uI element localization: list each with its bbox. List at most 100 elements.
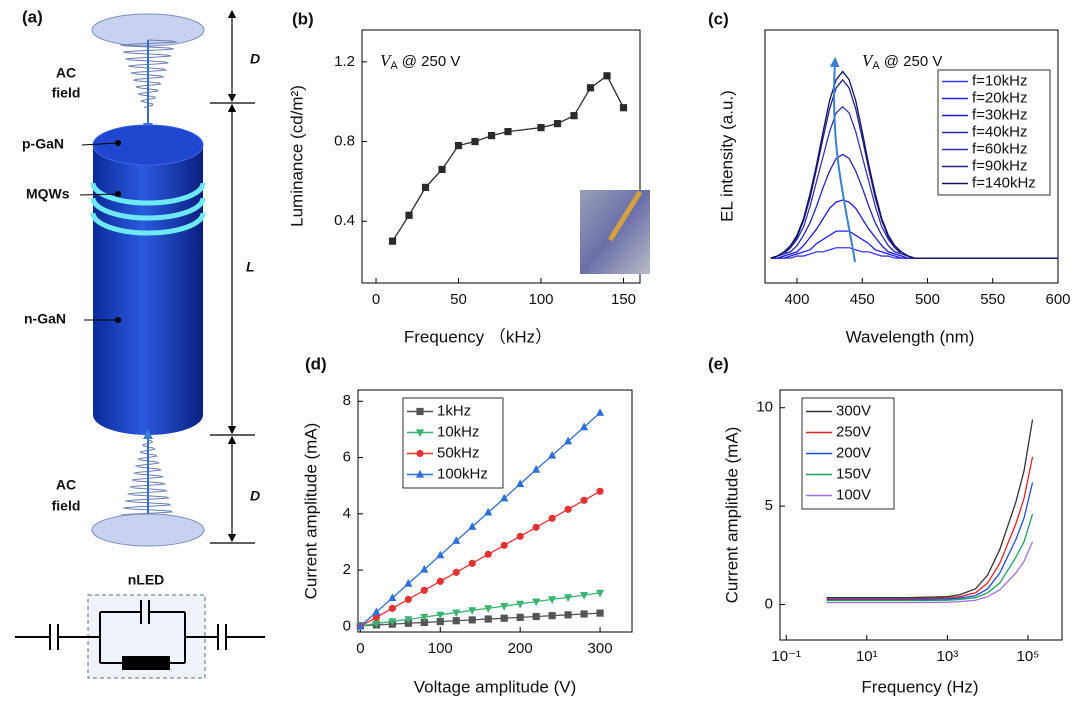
y-tick-label: 8 [343, 392, 351, 409]
marker [548, 596, 557, 604]
marker [471, 137, 479, 146]
nanorod-bottom [93, 395, 203, 435]
marker [500, 603, 509, 611]
x-tick-label: 100 [428, 640, 453, 657]
marker [404, 616, 413, 624]
legend-label: f=60kHz [972, 140, 1027, 157]
marker [516, 613, 524, 621]
marker [436, 577, 444, 585]
marker [468, 616, 476, 624]
marker [420, 613, 429, 622]
x-tick-label: 150 [611, 291, 636, 308]
length-label: L [246, 259, 255, 275]
marker [468, 607, 477, 615]
marker [595, 408, 605, 416]
legend-label: 250V [836, 423, 871, 440]
series-line [826, 456, 1034, 600]
y-axis-label: Current amplitude (mA) [722, 427, 741, 604]
y-tick-label: 4 [343, 505, 351, 522]
marker [436, 617, 444, 626]
plot-frame [779, 389, 1063, 641]
marker [563, 594, 573, 602]
legend-marker [416, 407, 424, 416]
x-tick-label: 10¹ [856, 648, 878, 665]
y-axis-label: EL intensity (a.u.) [717, 90, 736, 222]
leader [81, 142, 119, 146]
marker [580, 610, 588, 618]
field-waves [118, 39, 177, 526]
x-tick-label: 100 [528, 291, 553, 308]
marker [532, 465, 541, 473]
marker [619, 104, 628, 112]
annotation-symbol: V [380, 51, 393, 70]
annotation-text: @ 250 V [402, 53, 461, 70]
marker [564, 505, 572, 513]
series-line [359, 412, 601, 627]
series-line [770, 230, 1058, 259]
panel-label: (d) [305, 354, 327, 373]
marker [388, 618, 397, 626]
gap-label: D [250, 488, 260, 504]
nled-diagram: (a) D L D AC field AC field p-GaN MQWs n… [15, 7, 265, 679]
y-tick-label: 1.2 [334, 53, 355, 70]
mqw-ring [90, 182, 206, 206]
marker [405, 211, 413, 219]
x-tick-label: 0 [372, 291, 380, 308]
marker [537, 124, 545, 132]
marker [438, 165, 446, 174]
y-tick-label: 0.8 [334, 133, 355, 150]
marker [484, 550, 492, 558]
leader-dot [115, 317, 121, 323]
y-axis-label: Luminance (cd/m²) [287, 85, 306, 227]
panel-label: (a) [22, 7, 43, 26]
bottom-disk [91, 513, 205, 547]
y-tick-label: 0.4 [334, 212, 355, 229]
leader [79, 193, 119, 196]
marker [404, 579, 413, 587]
field-label: field [52, 498, 81, 514]
marker [452, 536, 461, 544]
marker [516, 600, 525, 609]
y-tick-label: 10 [756, 399, 773, 416]
marker [500, 541, 508, 549]
marker [356, 621, 365, 630]
field-label: AC [56, 65, 76, 81]
marker [580, 496, 588, 504]
nanorod-top [92, 124, 204, 166]
x-axis-label: Frequency （kHz） [404, 327, 552, 346]
legend-label: f=10kHz [972, 72, 1027, 89]
x-tick-label: 600 [1045, 291, 1070, 308]
leader-dot [115, 140, 121, 146]
field-label: field [52, 85, 81, 101]
y-tick-label: 0 [765, 596, 773, 613]
x-axis-label: Wavelength (nm) [846, 327, 975, 346]
marker [420, 586, 428, 594]
x-axis-label: Voltage amplitude (V) [414, 677, 577, 696]
marker [548, 450, 557, 459]
field-label: AC [56, 477, 76, 493]
marker [586, 84, 595, 92]
marker [452, 568, 460, 576]
marker [553, 120, 562, 128]
marker [452, 609, 461, 618]
marker [504, 127, 512, 136]
x-tick-label: 10⁵ [1017, 648, 1040, 665]
marker [487, 131, 496, 140]
panel-label: (e) [708, 354, 729, 373]
plot-frame [361, 29, 641, 284]
series-line [826, 482, 1034, 601]
legend-label: f=40kHz [972, 123, 1027, 140]
marker [500, 493, 509, 502]
peak-shift-arrow [829, 57, 856, 263]
resistor [122, 656, 170, 670]
x-tick-label: 50 [450, 291, 467, 308]
marker [484, 605, 493, 613]
leader-dot [115, 191, 121, 197]
marker [388, 237, 397, 245]
series-line [360, 612, 601, 627]
x-axis-label: Frequency (Hz) [861, 677, 978, 696]
legend-label: 1kHz [437, 402, 471, 419]
layer-label: n-GaN [24, 311, 66, 327]
field-wave [118, 439, 176, 526]
marker [500, 614, 508, 622]
